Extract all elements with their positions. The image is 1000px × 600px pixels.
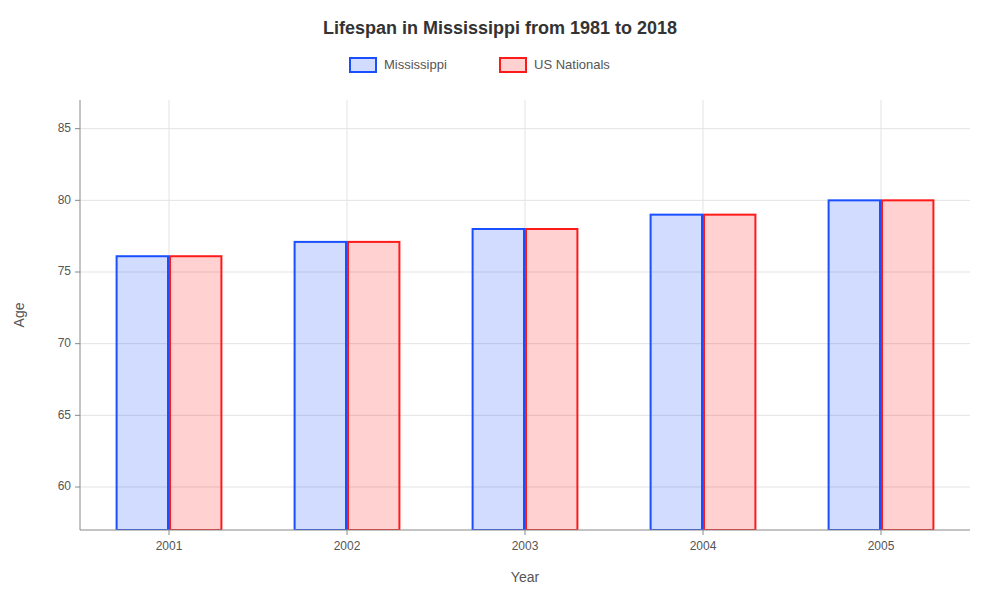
bar [170, 256, 221, 530]
y-tick-label: 65 [58, 408, 72, 422]
y-tick [75, 487, 80, 488]
bar [829, 200, 880, 530]
axes: 60 65 70 75 80 85 2001 2002 2003 2004 2005 [58, 100, 970, 553]
x-tick-label: 2004 [690, 539, 717, 553]
y-axis-label: Age [11, 302, 27, 327]
y-tick-label: 75 [58, 264, 72, 278]
x-tick [525, 530, 526, 535]
bar [473, 229, 524, 530]
x-tick [169, 530, 170, 535]
bar [295, 242, 346, 530]
legend-swatch [350, 58, 376, 72]
y-tick [75, 128, 80, 129]
x-tick [347, 530, 348, 535]
y-tick [75, 415, 80, 416]
bar [526, 229, 577, 530]
y-tick [75, 343, 80, 344]
grid [80, 100, 970, 530]
x-tick-label: 2003 [512, 539, 539, 553]
title: Lifespan in Mississippi from 1981 to 201… [323, 18, 677, 38]
y-axis-line [80, 100, 81, 530]
bar [348, 242, 399, 530]
x-tick-label: 2002 [334, 539, 361, 553]
y-tick-label: 70 [58, 336, 72, 350]
chart: 60 65 70 75 80 85 2001 2002 2003 2004 2005 Year Age L… [0, 0, 1000, 600]
x-tick [703, 530, 704, 535]
x-tick-label: 2001 [156, 539, 183, 553]
bar [704, 215, 755, 530]
x-axis-label: Year [511, 569, 540, 585]
bars [117, 200, 934, 530]
legend-label: US Nationals [534, 57, 610, 72]
legend-swatch [500, 58, 526, 72]
x-tick-label: 2005 [868, 539, 895, 553]
bar [882, 200, 933, 530]
bar [117, 256, 168, 530]
chart-container: 60 65 70 75 80 85 2001 2002 2003 2004 2005 Year Age L… [0, 0, 1000, 600]
legend-label: Mississippi [384, 57, 447, 72]
y-tick-label: 80 [58, 193, 72, 207]
y-tick-label: 85 [58, 121, 72, 135]
legend: Mississippi US Nationals [350, 57, 610, 72]
bar [651, 215, 702, 530]
x-tick [881, 530, 882, 535]
y-tick-label: 60 [58, 479, 72, 493]
y-tick [75, 200, 80, 201]
y-tick [75, 272, 80, 273]
